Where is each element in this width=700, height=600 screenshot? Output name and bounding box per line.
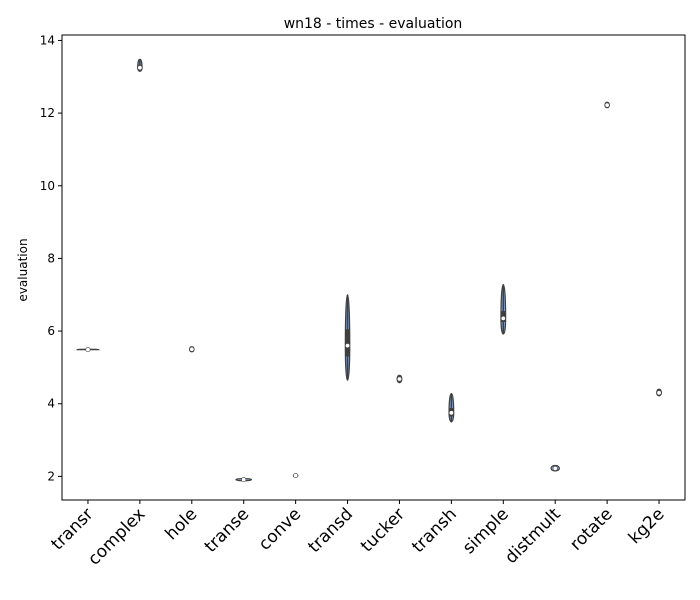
y-tick-label: 12 — [40, 106, 55, 120]
x-tick-label-kg2e: kg2e — [625, 504, 669, 548]
violin-median-dot — [656, 390, 662, 396]
x-tick-label-conve: conve — [255, 504, 305, 554]
violin-complex — [137, 58, 143, 72]
y-axis-label: evaluation — [16, 238, 30, 301]
violin-transe — [235, 477, 253, 483]
violin-median-dot — [85, 347, 91, 353]
violin-tucker — [396, 374, 403, 384]
violin-median-dot — [345, 343, 351, 349]
y-tick-label: 6 — [47, 324, 55, 338]
violin-median-dot — [137, 65, 143, 71]
x-tick-label-transr: transr — [47, 504, 97, 554]
violin-transr — [76, 347, 100, 353]
plot-frame — [61, 34, 686, 501]
x-tick-label-rotate: rotate — [566, 504, 616, 554]
violin-group — [76, 58, 662, 483]
chart-title: wn18 - times - evaluation — [284, 16, 463, 32]
x-tick-label-hole: hole — [161, 504, 201, 544]
violin-conve — [292, 473, 299, 479]
violin-median-dot — [293, 473, 299, 479]
violin-kg2e — [656, 388, 662, 397]
violin-median-dot — [552, 465, 558, 471]
violin-rotate — [604, 101, 610, 109]
y-tick-label: 4 — [47, 397, 55, 411]
violin-simple — [500, 283, 507, 335]
x-tick-label-distmult: distmult — [501, 504, 565, 568]
violin-transh — [448, 392, 455, 423]
y-tick-label: 8 — [47, 251, 55, 265]
x-tick-label-tucker: tucker — [357, 504, 409, 556]
x-tick-label-complex: complex — [84, 504, 149, 569]
violin-median-dot — [241, 477, 247, 483]
y-tick-label: 14 — [40, 33, 55, 47]
y-tick-label: 2 — [47, 469, 55, 483]
violin-transd — [344, 294, 351, 381]
x-tick-label-transe: transe — [201, 504, 253, 556]
y-axis: 2 4 6 8 10 12 14 — [40, 33, 62, 483]
y-tick-label: 10 — [40, 179, 55, 193]
violin-median-dot — [396, 376, 402, 382]
violin-median-dot — [500, 315, 506, 321]
violin-iqr-box — [345, 329, 350, 357]
violin-median-dot — [604, 102, 610, 108]
violin-median-dot — [189, 346, 195, 352]
x-tick-label-transd: transd — [304, 504, 357, 557]
violin-median-dot — [448, 410, 454, 416]
violin-hole — [188, 346, 195, 353]
violin-distmult — [550, 464, 560, 472]
x-tick-label-transh: transh — [408, 504, 461, 557]
